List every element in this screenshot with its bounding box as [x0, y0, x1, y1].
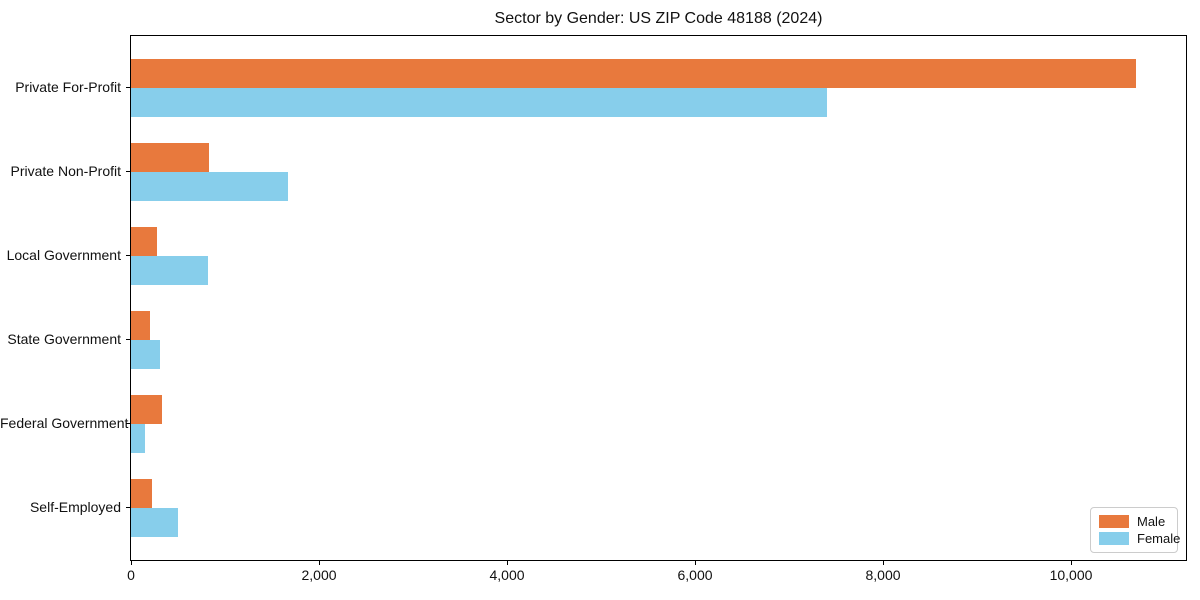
- legend: Male Female: [1090, 507, 1180, 553]
- legend-swatch-female: [1099, 532, 1129, 545]
- x-tick-mark: [883, 561, 884, 565]
- y-tick-mark: [126, 423, 130, 424]
- y-tick-label-state-government: State Government: [7, 331, 121, 347]
- chart-title: Sector by Gender: US ZIP Code 48188 (202…: [494, 10, 823, 27]
- x-tick-label-6000: 6,000: [677, 567, 713, 583]
- y-tick-mark: [126, 339, 130, 340]
- y-tick-label-local-government: Local Government: [6, 247, 121, 263]
- bar-female-self-employed: [131, 508, 178, 537]
- bar-female-private-non-profit: [131, 172, 288, 201]
- bar-male-private-for-profit: [131, 59, 1136, 88]
- legend-label-female: Female: [1137, 531, 1181, 546]
- y-tick-mark: [126, 507, 130, 508]
- y-tick-label-private-for-profit: Private For-Profit: [15, 79, 121, 95]
- legend-item-male: Male: [1099, 514, 1169, 529]
- bar-male-federal-government: [131, 395, 162, 424]
- legend-swatch-male: [1099, 515, 1129, 528]
- x-tick-label-8000: 8,000: [865, 567, 901, 583]
- bar-male-state-government: [131, 311, 150, 340]
- x-tick-label-10000: 10,000: [1049, 567, 1093, 583]
- y-tick-label-self-employed: Self-Employed: [29, 499, 121, 515]
- y-tick-label-private-non-profit: Private Non-Profit: [10, 163, 121, 179]
- x-tick-mark: [507, 561, 508, 565]
- x-tick-mark: [319, 561, 320, 565]
- y-tick-mark: [126, 87, 130, 88]
- x-tick-label-0: 0: [127, 567, 135, 583]
- x-tick-mark: [1071, 561, 1072, 565]
- x-tick-mark: [695, 561, 696, 565]
- legend-label-male: Male: [1137, 514, 1166, 529]
- bar-female-state-government: [131, 340, 160, 369]
- bar-female-private-for-profit: [131, 88, 827, 117]
- y-tick-mark: [126, 255, 130, 256]
- x-tick-label-2000: 2,000: [301, 567, 337, 583]
- bar-female-federal-government: [131, 424, 145, 453]
- y-tick-mark: [126, 171, 130, 172]
- bar-male-private-non-profit: [131, 143, 209, 172]
- bar-male-local-government: [131, 227, 157, 256]
- y-tick-label-federal-government: Federal Government: [0, 415, 129, 431]
- x-tick-mark: [131, 561, 132, 565]
- x-tick-label-4000: 4,000: [489, 567, 525, 583]
- bar-female-local-government: [131, 256, 208, 285]
- bar-male-self-employed: [131, 479, 152, 508]
- legend-item-female: Female: [1099, 531, 1180, 546]
- plot-area: [130, 35, 1187, 561]
